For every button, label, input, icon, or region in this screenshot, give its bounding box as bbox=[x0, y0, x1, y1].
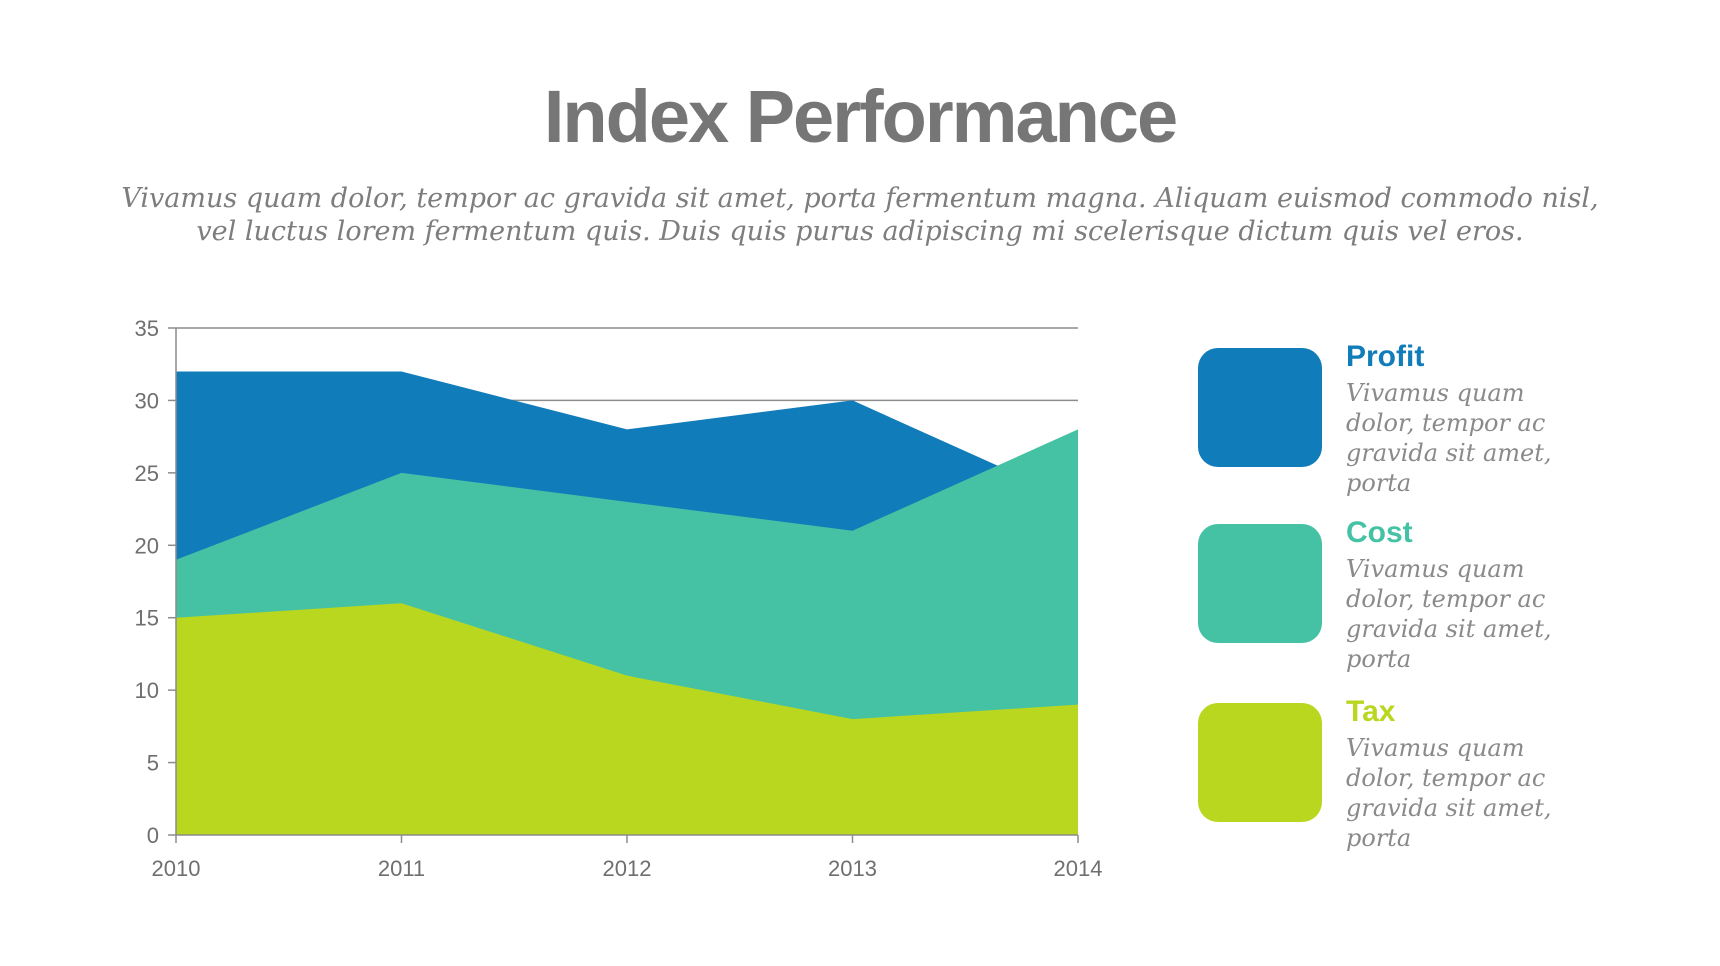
legend-item-profit: Profit Vivamus quam dolor, tempor ac gra… bbox=[1198, 340, 1698, 497]
x-tick-label-2013: 2013 bbox=[828, 856, 877, 881]
legend-swatch-profit bbox=[1198, 348, 1322, 467]
y-tick-label-35: 35 bbox=[135, 316, 159, 341]
legend-label-tax: Tax bbox=[1346, 695, 1396, 728]
y-tick-label-15: 15 bbox=[135, 606, 159, 631]
y-tick-label-0: 0 bbox=[147, 823, 159, 848]
legend-item-cost: Cost Vivamus quam dolor, tempor ac gravi… bbox=[1198, 516, 1698, 673]
legend-desc-cost: Vivamus quam dolor, tempor ac gravida si… bbox=[1346, 555, 1552, 673]
x-tick-label-2010: 2010 bbox=[152, 856, 201, 881]
legend-desc-tax: Vivamus quam dolor, tempor ac gravida si… bbox=[1346, 734, 1552, 852]
legend-label-profit: Profit bbox=[1346, 340, 1425, 373]
x-tick-label-2011: 2011 bbox=[378, 856, 425, 881]
x-tick-label-2012: 2012 bbox=[603, 856, 652, 881]
legend-swatch-tax bbox=[1198, 703, 1322, 822]
area-tax bbox=[176, 603, 1078, 835]
legend-swatch-cost bbox=[1198, 524, 1322, 643]
legend-item-tax: Tax Vivamus quam dolor, tempor ac gravid… bbox=[1198, 695, 1698, 852]
y-tick-label-5: 5 bbox=[147, 751, 159, 776]
chart-subtitle: Vivamus quam dolor, tempor ac gravida si… bbox=[121, 183, 1599, 247]
legend-label-cost: Cost bbox=[1346, 516, 1413, 549]
legend-desc-profit: Vivamus quam dolor, tempor ac gravida si… bbox=[1346, 379, 1552, 497]
chart-title: Index Performance bbox=[543, 75, 1178, 158]
y-tick-label-25: 25 bbox=[135, 461, 159, 486]
x-tick-label-2014: 2014 bbox=[1054, 856, 1103, 881]
y-tick-label-30: 30 bbox=[135, 388, 159, 413]
y-tick-label-10: 10 bbox=[135, 678, 159, 703]
y-tick-label-20: 20 bbox=[135, 533, 159, 558]
